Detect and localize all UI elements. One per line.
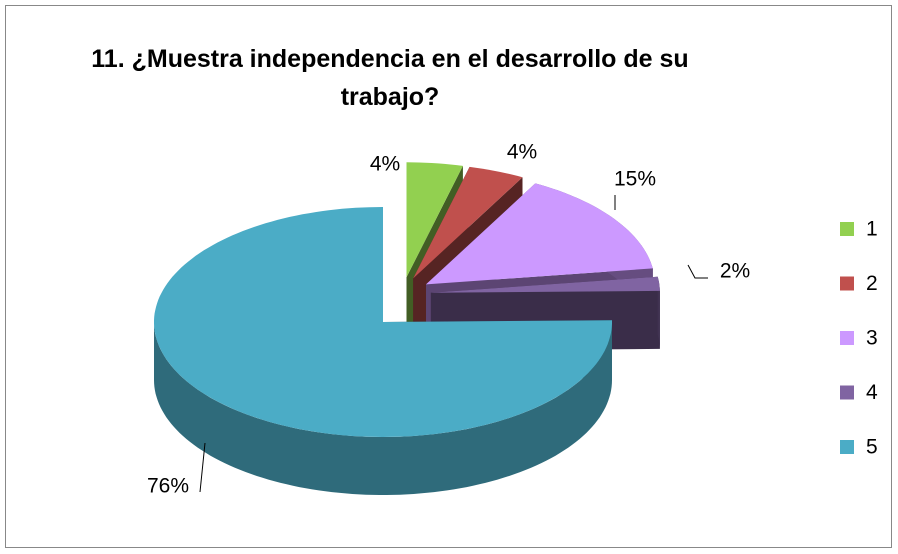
- data-label: 2%: [720, 260, 750, 283]
- legend-label: 1: [866, 218, 878, 241]
- leader-line: [687, 264, 708, 279]
- data-label: 15%: [614, 168, 656, 191]
- slice-top: [154, 207, 612, 437]
- chart-title: 11. ¿Muestra independencia en el desarro…: [91, 45, 689, 111]
- legend-swatch: [840, 385, 854, 400]
- legend-swatch: [840, 331, 854, 345]
- legend-label: 2: [866, 272, 878, 295]
- labels: 4% 4% 15% 2% 76% 1 2 3 4 5: [147, 141, 878, 498]
- slice-side: [657, 276, 660, 349]
- pie: [154, 162, 660, 495]
- data-label: 4%: [507, 141, 537, 164]
- data-label: 76%: [147, 475, 189, 498]
- legend-swatch: [840, 276, 854, 291]
- legend-swatch: [840, 440, 854, 454]
- legend-label: 3: [866, 327, 878, 350]
- legend-label: 4: [866, 381, 878, 404]
- slice-top: [406, 162, 463, 278]
- legend-label: 5: [866, 436, 878, 459]
- slice-top: [430, 276, 660, 293]
- slice: [154, 207, 612, 495]
- data-label: 4%: [370, 153, 400, 176]
- slice-top: [413, 166, 523, 279]
- legend-swatch: [840, 222, 854, 236]
- slice-side: [154, 322, 612, 495]
- leader-line: [199, 442, 206, 493]
- slice-top: [426, 183, 653, 285]
